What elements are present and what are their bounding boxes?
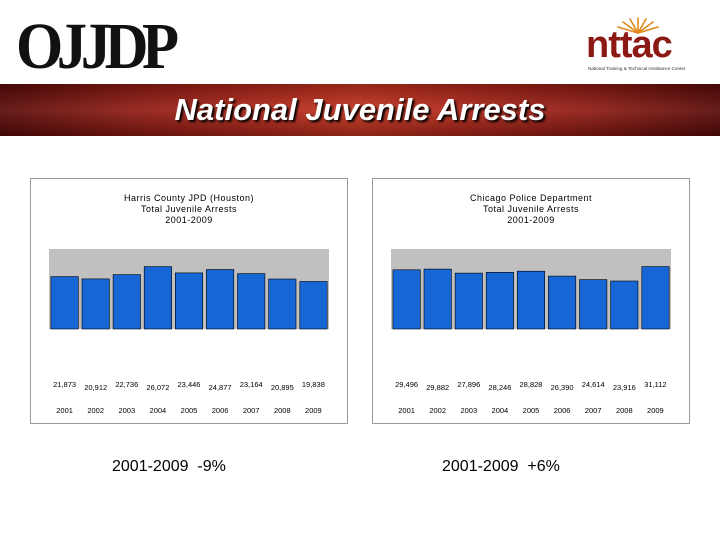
data-label-2002: 20,912: [84, 383, 107, 392]
data-label-2003: 27,896: [457, 380, 480, 389]
chart-subtitle-line: Total Juvenile Arrests: [482, 204, 580, 214]
data-label-2006: 24,877: [209, 383, 232, 392]
data-label-2007: 23,164: [240, 380, 263, 389]
x-tick-2005: 2005: [181, 406, 198, 415]
chart-title-line: Harris County JPD (Houston): [123, 193, 255, 203]
x-tick-2004: 2004: [150, 406, 167, 415]
data-label-2009: 19,838: [302, 380, 325, 389]
nttac-logo: nttac National Training & Technical Assi…: [578, 16, 708, 78]
bar-2009: [641, 266, 670, 330]
harris-county-plot: 21,873 2001 20,912 2002 22,736 2003 26,072 2004…: [49, 249, 329, 415]
bar-2001: [50, 276, 79, 330]
bar-2006: [206, 269, 235, 330]
nttac-wordmark: nttac: [586, 24, 673, 66]
chart-subtitle-line: Total Juvenile Arrests: [140, 204, 238, 214]
bar-2002: [423, 268, 452, 330]
x-tick-2009: 2009: [647, 406, 664, 415]
x-tick-2003: 2003: [460, 406, 477, 415]
chicago-plot: 29,496 2001 29,882 2002 27,896 2003 28,246 2004…: [391, 249, 671, 415]
x-tick-2005: 2005: [523, 406, 540, 415]
x-tick-2002: 2002: [429, 406, 446, 415]
chart-title: Harris County JPD (Houston) Total Juveni…: [31, 193, 347, 226]
harris-county-chart: Harris County JPD (Houston) Total Juveni…: [30, 178, 348, 424]
x-tick-2001: 2001: [398, 406, 415, 415]
nttac-subtitle: National Training & Technical Assistance…: [588, 66, 686, 71]
x-tick-2003: 2003: [118, 406, 135, 415]
x-tick-2007: 2007: [585, 406, 602, 415]
data-label-2004: 28,246: [488, 383, 511, 392]
bar-2004: [485, 272, 514, 330]
x-tick-2006: 2006: [212, 406, 229, 415]
bar-2002: [81, 278, 110, 330]
title-banner: [0, 84, 720, 136]
x-tick-2006: 2006: [554, 406, 571, 415]
x-tick-2008: 2008: [616, 406, 633, 415]
data-label-2005: 23,446: [178, 380, 201, 389]
chart-title-line: Chicago Police Department: [469, 193, 593, 203]
data-label-2009: 31,112: [644, 380, 666, 389]
data-label-2001: 29,496: [395, 380, 418, 389]
x-tick-2009: 2009: [305, 406, 322, 415]
bar-2007: [579, 279, 608, 330]
data-label-2008: 20,895: [271, 383, 294, 392]
bar-2001: [392, 269, 421, 330]
data-label-2008: 23,916: [613, 383, 636, 392]
data-label-2001: 21,873: [53, 380, 76, 389]
bar-2003: [454, 272, 483, 330]
x-tick-2001: 2001: [56, 406, 73, 415]
bar-2008: [610, 280, 639, 330]
data-label-2005: 28,828: [520, 380, 543, 389]
x-tick-2004: 2004: [492, 406, 509, 415]
chart-period-line: 2001-2009: [165, 215, 213, 225]
data-label-2002: 29,882: [426, 383, 449, 392]
x-tick-2008: 2008: [274, 406, 291, 415]
bar-2007: [237, 273, 266, 330]
chicago-change-note: 2001-2009 +6%: [442, 458, 560, 475]
bar-2005: [175, 272, 204, 330]
x-tick-2007: 2007: [243, 406, 260, 415]
chart-title: Chicago Police Department Total Juvenile…: [373, 193, 689, 226]
bar-2006: [548, 275, 577, 330]
bar-2003: [112, 274, 141, 330]
data-label-2004: 26,072: [146, 383, 169, 392]
x-tick-2002: 2002: [87, 406, 104, 415]
bar-2005: [517, 270, 546, 330]
chart-period-line: 2001-2009: [507, 215, 555, 225]
chicago-chart: Chicago Police Department Total Juvenile…: [372, 178, 690, 424]
bar-2004: [143, 266, 172, 330]
page-title: National Juvenile Arrests: [174, 92, 546, 127]
bar-2008: [268, 278, 297, 330]
bar-2009: [299, 281, 328, 330]
data-label-2003: 22,736: [115, 380, 138, 389]
data-label-2006: 26,390: [551, 383, 574, 392]
harris-change-note: 2001-2009 -9%: [112, 458, 226, 475]
ojjdp-logo: OJJDP: [16, 10, 179, 83]
data-label-2007: 24,614: [582, 380, 605, 389]
sunburst-icon: [617, 17, 659, 34]
